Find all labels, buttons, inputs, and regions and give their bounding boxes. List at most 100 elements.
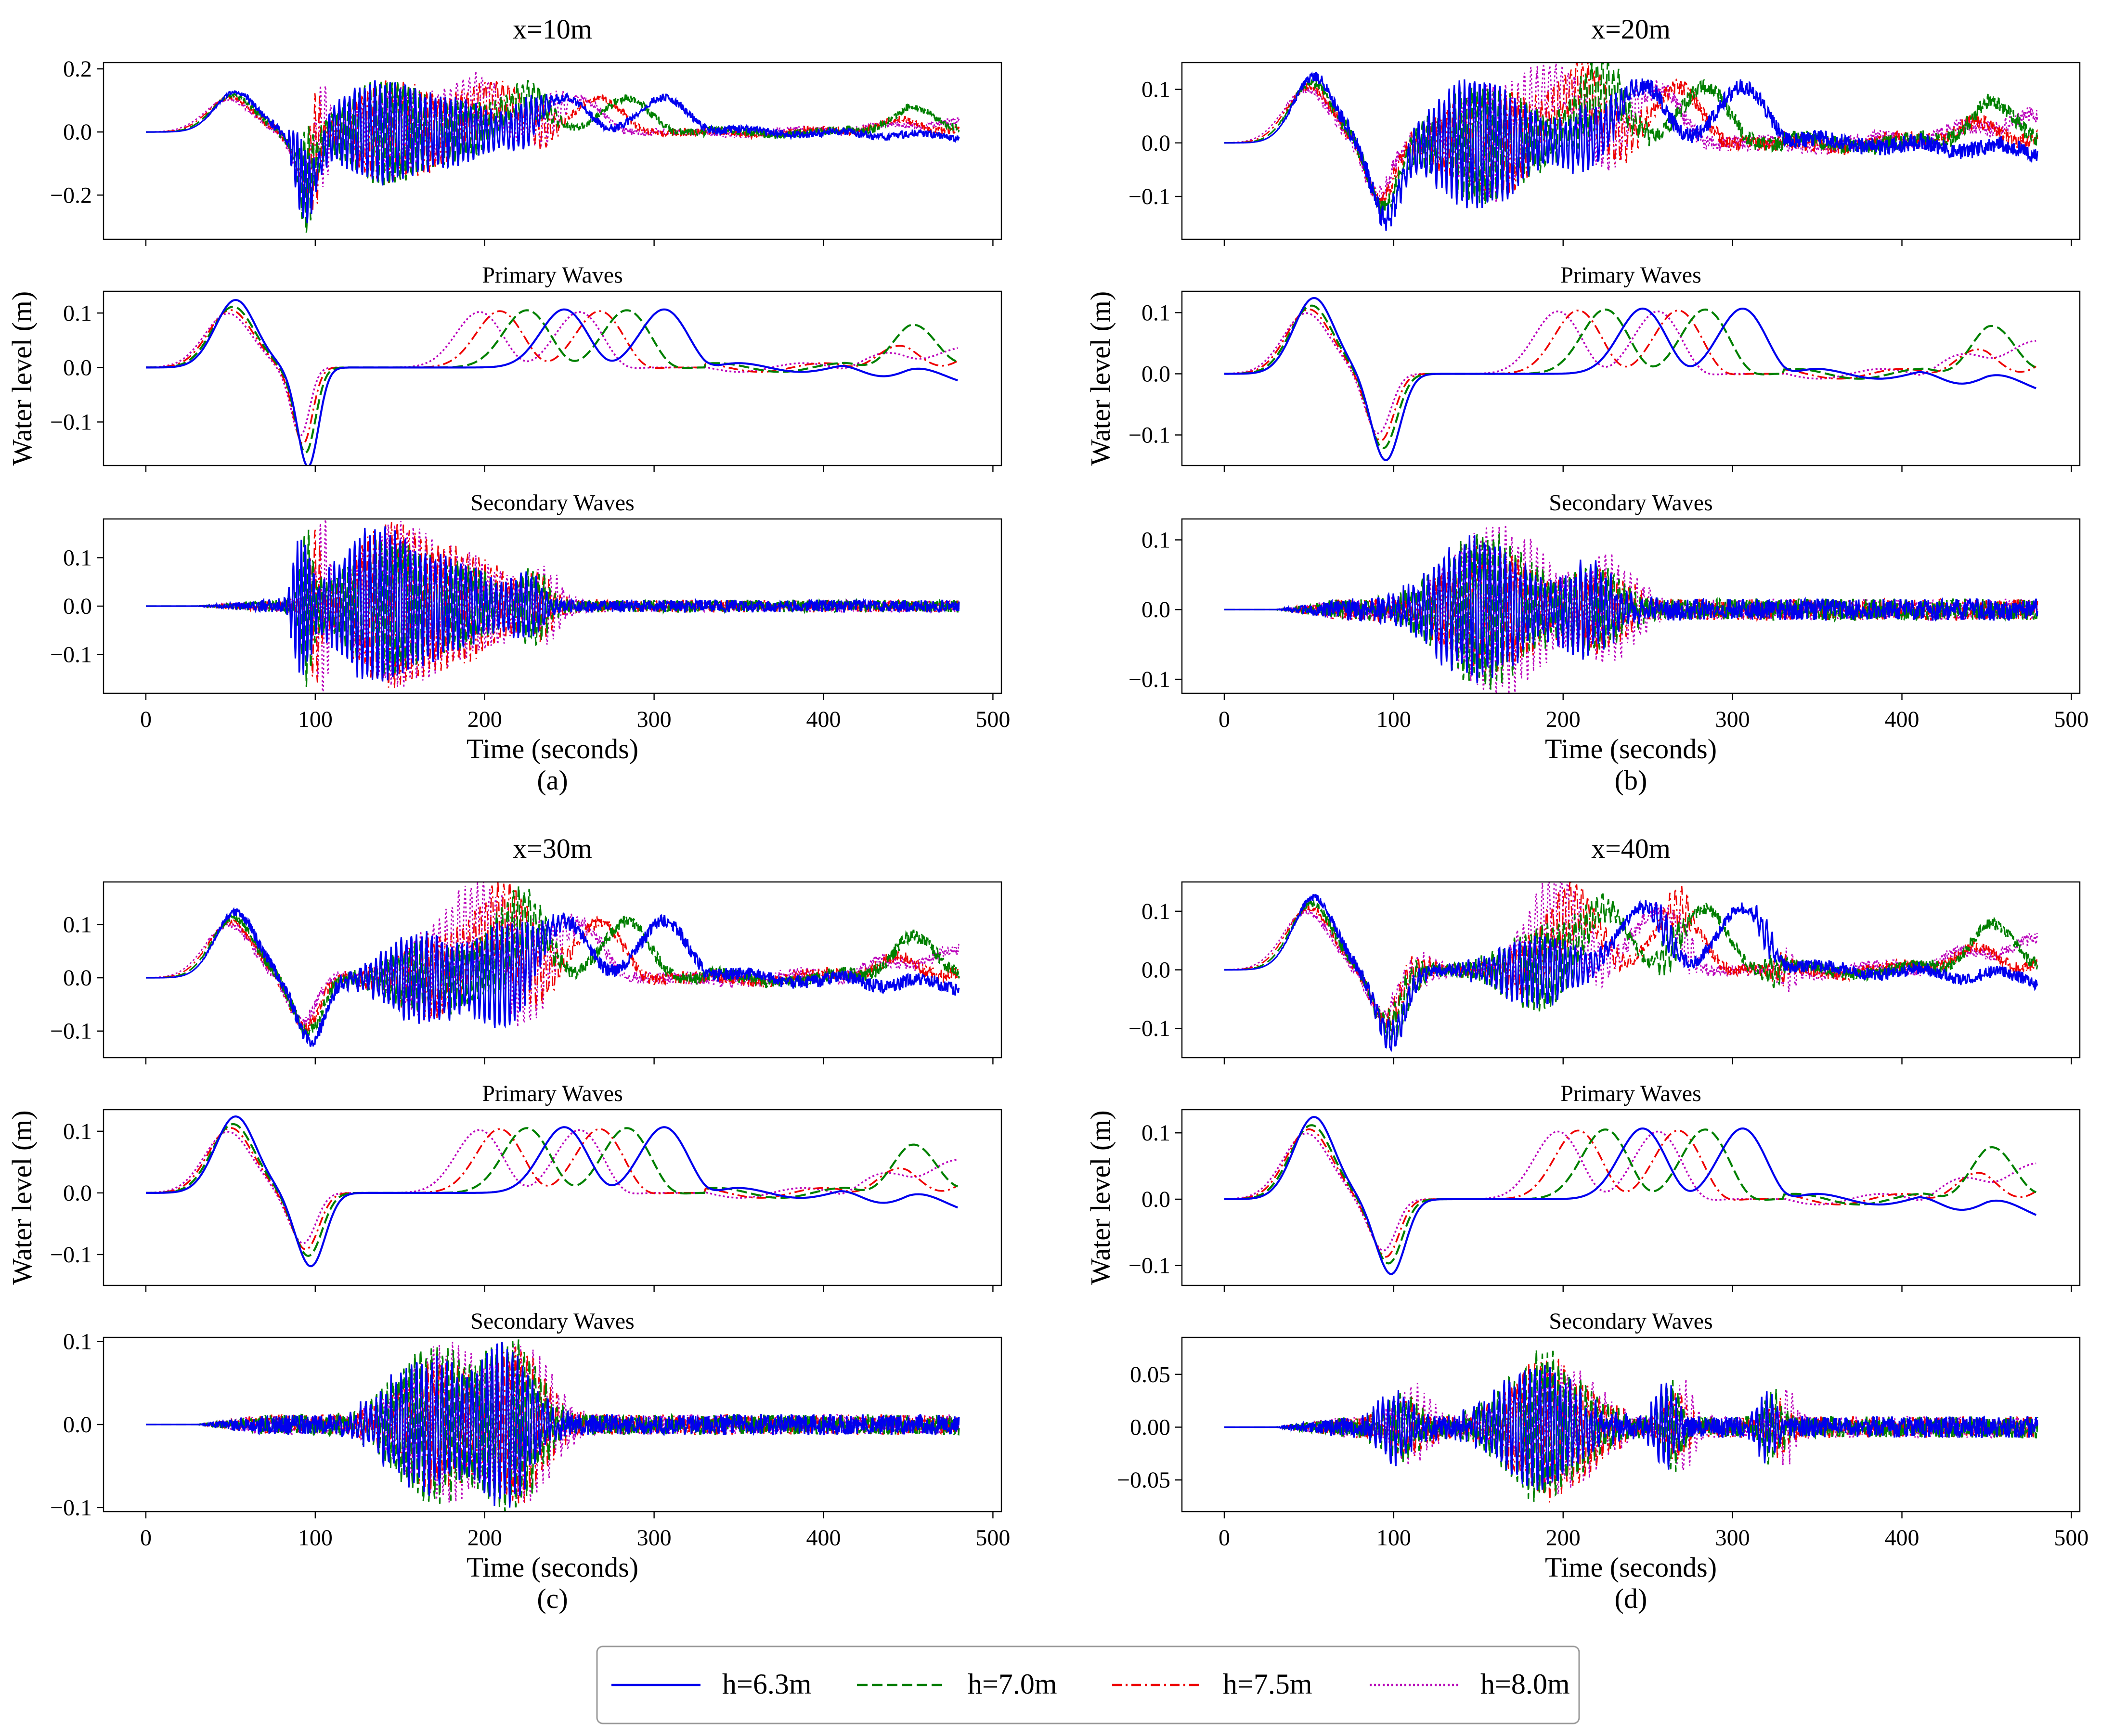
y-tick-label: 0.0 (63, 594, 92, 619)
y-tick-label: −0.1 (50, 1242, 92, 1268)
subplot-total: −0.1 0.0 0.1 (1128, 881, 2081, 1064)
x-tick-label: 400 (806, 1525, 841, 1551)
subplot-secondary: Secondary Waves −0.1 0.0 0.1 0 100 200 300 400 50… (50, 1308, 1010, 1551)
legend-frame (596, 1645, 1580, 1724)
y-tick-label: −0.1 (1128, 422, 1170, 448)
x-tick-label: 0 (1219, 707, 1230, 732)
series-group (146, 71, 960, 233)
series-line-h=8.0m (1224, 525, 2038, 693)
y-tick-label: −0.2 (50, 182, 92, 208)
series-line-h=7.0m (1224, 1124, 2036, 1265)
subplot-title: Secondary Waves (1549, 1308, 1712, 1334)
series-line-h=6.3m (146, 1115, 958, 1268)
subplot-title: Secondary Waves (470, 1308, 634, 1334)
x-tick-label: 300 (637, 1525, 672, 1551)
axes-frame (103, 62, 1002, 240)
series-line-h=8.0m (146, 1342, 960, 1503)
axes-frame (103, 881, 1002, 1059)
series-line-h=7.5m (146, 309, 959, 445)
chart-panel-d: x=40m −0.1 0.0 0.1 Primary Waves −0.1 0.0 0.1 Se… (1085, 833, 2088, 1614)
x-axis-label: Time (seconds) (467, 1552, 638, 1583)
y-tick-label: 0.05 (1130, 1362, 1170, 1387)
series-line-h=7.5m (146, 1127, 959, 1251)
series-line-h=6.3m (146, 1342, 960, 1508)
y-tick-label: 0.1 (1141, 300, 1170, 325)
series-line-h=6.3m (1224, 1116, 2037, 1275)
x-tick-label: 400 (806, 707, 841, 732)
y-tick-label: 0.1 (63, 545, 92, 570)
series-group (146, 298, 959, 466)
x-tick-label: 500 (975, 707, 1010, 732)
series-group (146, 519, 960, 693)
panel-label: (a) (537, 764, 568, 796)
panel-label: (d) (1615, 1583, 1647, 1614)
axes-frame (1181, 1109, 2081, 1286)
series-line-h=7.0m (1224, 304, 2036, 450)
series-group (1224, 297, 2037, 462)
panel-label: (c) (537, 1583, 568, 1614)
y-tick-label: 0.0 (1141, 958, 1170, 983)
series-line-h=6.3m (146, 907, 960, 1047)
series-group (1224, 1116, 2037, 1275)
subplot-title: Secondary Waves (470, 490, 634, 516)
x-tick-label: 100 (1376, 1525, 1411, 1551)
axes-frame (103, 290, 1002, 466)
x-tick-label: 0 (1219, 1525, 1230, 1551)
subplot-primary: Primary Waves −0.1 0.0 0.1 (50, 1081, 1002, 1292)
y-tick-label: 0.0 (63, 119, 92, 145)
y-tick-label: 0.0 (63, 965, 92, 991)
series-line-h=7.5m (146, 78, 960, 211)
x-tick-label: 500 (2054, 1525, 2088, 1551)
y-tick-label: 0.0 (63, 1412, 92, 1438)
y-tick-label: −0.1 (50, 642, 92, 668)
y-tick-label: 0.2 (63, 56, 92, 82)
axes-frame (103, 1109, 1002, 1286)
series-group (1224, 63, 2038, 231)
legend: h=6.3m h=7.0m h=7.5m h=8.0m (596, 1645, 1580, 1724)
series-line-h=6.3m (146, 298, 958, 466)
x-tick-label: 400 (1885, 1525, 1919, 1551)
y-tick-label: 0.0 (63, 355, 92, 380)
axes-frame (1181, 62, 2081, 240)
x-axis-label: Time (seconds) (1545, 733, 1717, 764)
x-tick-label: 400 (1885, 707, 1919, 732)
y-tick-label: 0.1 (63, 1119, 92, 1144)
y-tick-label: −0.1 (1128, 1253, 1170, 1279)
y-tick-label: 0.0 (1141, 130, 1170, 156)
series-line-h=8.0m (1224, 1130, 2036, 1252)
x-tick-label: 0 (140, 1525, 152, 1551)
x-tick-label: 100 (298, 1525, 333, 1551)
subplot-secondary: Secondary Waves −0.1 0.0 0.1 0 100 200 300 400 50… (1128, 490, 2088, 732)
series-line-h=7.0m (146, 1123, 958, 1257)
x-tick-label: 300 (1715, 707, 1750, 732)
y-tick-label: 0.1 (63, 300, 92, 326)
subplot-title: Secondary Waves (1549, 490, 1712, 516)
x-tick-label: 200 (1546, 707, 1581, 732)
axes-frame (1181, 290, 2081, 466)
y-tick-label: −0.05 (1117, 1467, 1170, 1493)
axes-frame (1181, 1336, 2081, 1513)
x-tick-label: 300 (637, 707, 672, 732)
series-line-h=8.0m (146, 1129, 958, 1244)
series-line-h=7.5m (1224, 308, 2037, 442)
series-line-h=6.3m (1224, 1365, 2038, 1490)
legend-label: h=7.0m (968, 1668, 1057, 1700)
subplot-total: −0.1 0.0 0.1 (1128, 62, 2081, 246)
subplot-secondary: Secondary Waves −0.1 0.0 0.1 0 100 200 300 400 50… (50, 490, 1010, 732)
legend-label: h=6.3m (722, 1668, 812, 1700)
subplot-primary: Primary Waves −0.1 0.0 0.1 (1128, 262, 2081, 472)
series-line-h=7.0m (146, 79, 960, 233)
y-axis-label: Water level (m) (1085, 291, 1116, 466)
subplot-total: −0.1 0.0 0.1 (50, 881, 1002, 1064)
series-line-h=7.5m (1224, 1128, 2037, 1258)
series-line-h=7.0m (146, 1339, 960, 1512)
series-line-h=6.3m (1224, 894, 2038, 1052)
series-group (146, 1115, 959, 1268)
x-tick-label: 100 (298, 707, 333, 732)
y-tick-label: 0.1 (1141, 77, 1170, 103)
x-tick-label: 200 (467, 1525, 502, 1551)
panel-title: x=10m (513, 13, 592, 45)
